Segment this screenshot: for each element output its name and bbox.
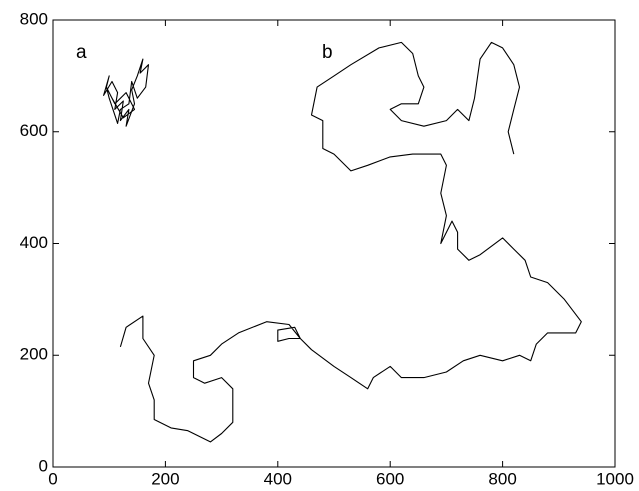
y-tick-label: 0 — [39, 456, 48, 475]
annotation: b — [322, 42, 333, 63]
x-tick-label: 600 — [376, 469, 404, 488]
y-tick-label: 600 — [20, 121, 48, 140]
annotation: a — [76, 42, 87, 63]
x-tick-label: 800 — [488, 469, 516, 488]
trajectory — [119, 41, 582, 443]
y-tick-label: 200 — [20, 345, 48, 364]
x-tick-label: 200 — [151, 469, 179, 488]
x-tick-label: 1000 — [596, 469, 634, 488]
x-tick-label: 400 — [264, 469, 292, 488]
x-tick-label: 0 — [48, 469, 57, 488]
y-tick-label: 400 — [20, 233, 48, 252]
y-tick-label: 800 — [20, 9, 48, 28]
plot-frame — [52, 19, 616, 468]
trajectory — [103, 58, 150, 127]
